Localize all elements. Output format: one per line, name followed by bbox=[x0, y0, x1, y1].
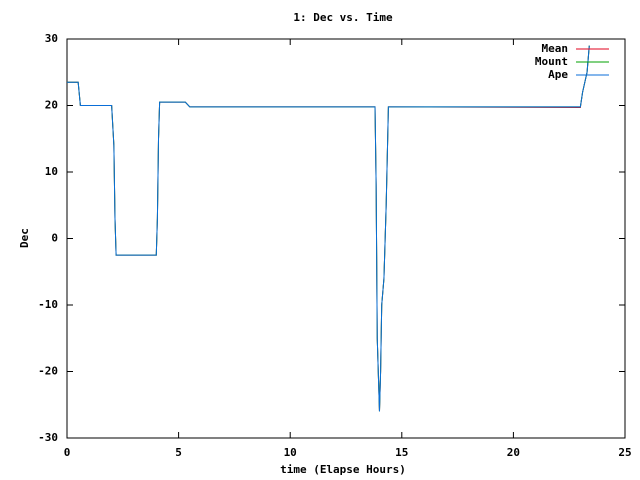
legend-label: Ape bbox=[548, 68, 568, 81]
x-tick-label: 10 bbox=[284, 446, 297, 459]
y-tick-label: -20 bbox=[38, 365, 58, 378]
x-tick-label: 5 bbox=[175, 446, 182, 459]
series-line bbox=[67, 45, 590, 412]
x-tick-label: 25 bbox=[618, 446, 631, 459]
y-tick-label: 0 bbox=[51, 232, 58, 245]
chart-title: 1: Dec vs. Time bbox=[293, 11, 393, 24]
y-axis-label: Dec bbox=[18, 228, 31, 248]
x-tick-label: 20 bbox=[507, 446, 520, 459]
x-tick-label: 15 bbox=[395, 446, 408, 459]
series-line bbox=[67, 45, 590, 412]
y-tick-label: -30 bbox=[38, 431, 58, 444]
x-tick-label: 0 bbox=[64, 446, 71, 459]
y-tick-label: 20 bbox=[45, 99, 58, 112]
y-tick-label: -10 bbox=[38, 298, 58, 311]
plot-frame bbox=[66, 38, 626, 439]
legend-label: Mount bbox=[535, 55, 568, 68]
y-tick-label: 10 bbox=[45, 165, 58, 178]
y-tick-label: 30 bbox=[45, 32, 58, 45]
x-axis-label: time (Elapse Hours) bbox=[280, 463, 406, 476]
legend-label: Mean bbox=[542, 42, 569, 55]
series-line bbox=[67, 45, 590, 412]
